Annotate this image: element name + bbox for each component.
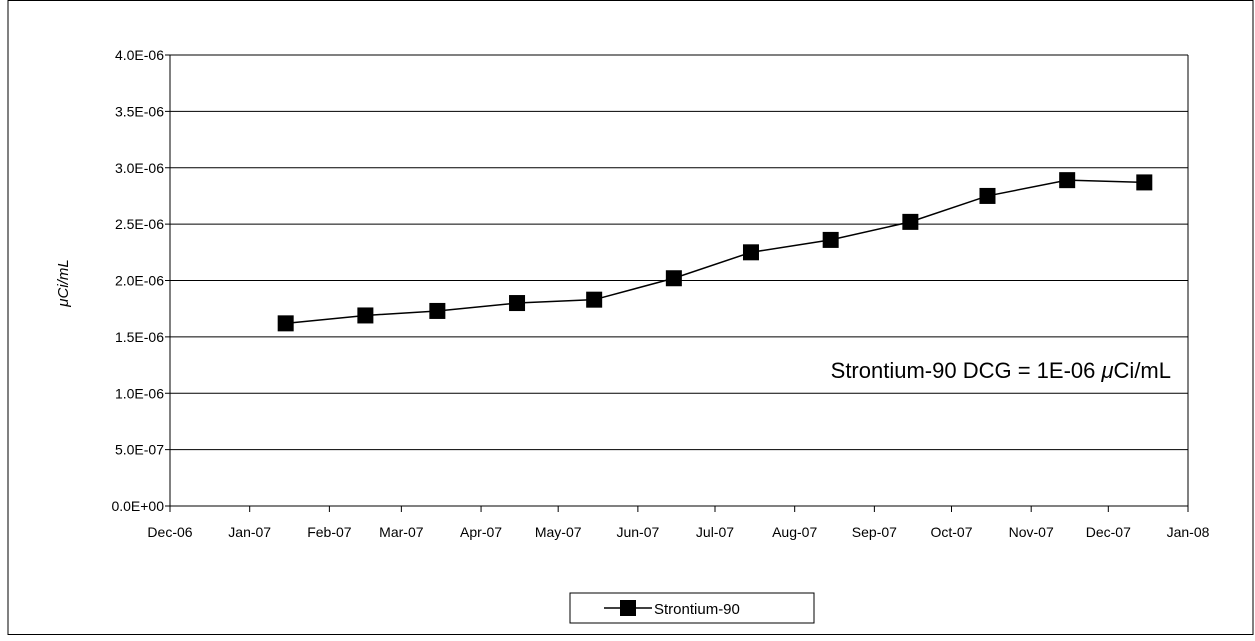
data-point-marker bbox=[822, 231, 839, 248]
y-tick-label: 1.5E-06 bbox=[115, 329, 164, 345]
gridlines bbox=[170, 54, 1188, 451]
x-tick-label: Dec-06 bbox=[147, 524, 192, 540]
dcg-annotation: Strontium-90 DCG = 1E-06 μCi/mL bbox=[831, 358, 1171, 383]
y-tick-label: 2.5E-06 bbox=[115, 216, 164, 232]
x-tick-label: Apr-07 bbox=[460, 524, 502, 540]
series-line-strontium-90 bbox=[285, 179, 1145, 325]
x-tick-label: Feb-07 bbox=[307, 524, 352, 540]
chart-border bbox=[7, 0, 1254, 635]
dcg-annotation-mu: μ bbox=[1100, 358, 1113, 383]
y-tick-label: 5.0E-07 bbox=[115, 442, 164, 458]
x-tick-label: Oct-07 bbox=[930, 524, 972, 540]
y-axis bbox=[165, 54, 1189, 507]
x-tick-label: Jan-08 bbox=[1167, 524, 1210, 540]
data-point-marker bbox=[742, 244, 759, 261]
data-point-marker bbox=[1059, 172, 1076, 189]
legend-series-marker bbox=[620, 600, 636, 616]
x-tick-label: Mar-07 bbox=[379, 524, 424, 540]
data-point-marker bbox=[586, 291, 603, 308]
data-point-marker bbox=[357, 307, 374, 324]
legend-series-label: Strontium-90 bbox=[654, 601, 740, 618]
legend: Strontium-90 bbox=[569, 592, 815, 624]
x-tick-label: Jul-07 bbox=[696, 524, 734, 540]
x-tick-label: Dec-07 bbox=[1086, 524, 1131, 540]
data-point-marker bbox=[277, 315, 294, 332]
dcg-annotation-unit: Ci/mL bbox=[1114, 358, 1171, 383]
y-tick-label: 1.0E-06 bbox=[115, 385, 164, 401]
data-point-marker bbox=[1136, 174, 1153, 191]
data-point-marker bbox=[979, 187, 996, 204]
y-tick-label: 3.0E-06 bbox=[115, 160, 164, 176]
x-tick-label: May-07 bbox=[535, 524, 582, 540]
x-tick-label: Aug-07 bbox=[772, 524, 817, 540]
y-tick-label: 3.5E-06 bbox=[115, 103, 164, 119]
data-point-marker bbox=[429, 302, 446, 319]
y-tick-label: 0.0E+00 bbox=[111, 498, 164, 514]
data-point-marker bbox=[509, 295, 526, 312]
data-point-marker bbox=[902, 213, 919, 230]
dcg-annotation-prefix: Strontium-90 DCG = 1E-06 bbox=[831, 358, 1102, 383]
x-tick-label: Sep-07 bbox=[852, 524, 897, 540]
data-point-marker bbox=[665, 270, 682, 287]
x-tick-label: Nov-07 bbox=[1009, 524, 1054, 540]
x-axis: Dec-06 Jan-07 Feb-07 Mar-07 Apr-07 May-07 Jun-… bbox=[147, 505, 1210, 540]
x-tick-label: Jan-07 bbox=[228, 524, 271, 540]
y-tick-label: 2.0E-06 bbox=[115, 273, 164, 289]
y-axis-title: μCi/mL bbox=[55, 259, 72, 307]
series-layer bbox=[277, 172, 1153, 332]
x-tick-label: Jun-07 bbox=[616, 524, 659, 540]
y-tick-label: 4.0E-06 bbox=[115, 47, 164, 63]
y-axis-tick-labels: 0.0E+00 5.0E-07 1.0E-06 1.5E-06 2.0E-06 2.5E-… bbox=[111, 47, 164, 514]
